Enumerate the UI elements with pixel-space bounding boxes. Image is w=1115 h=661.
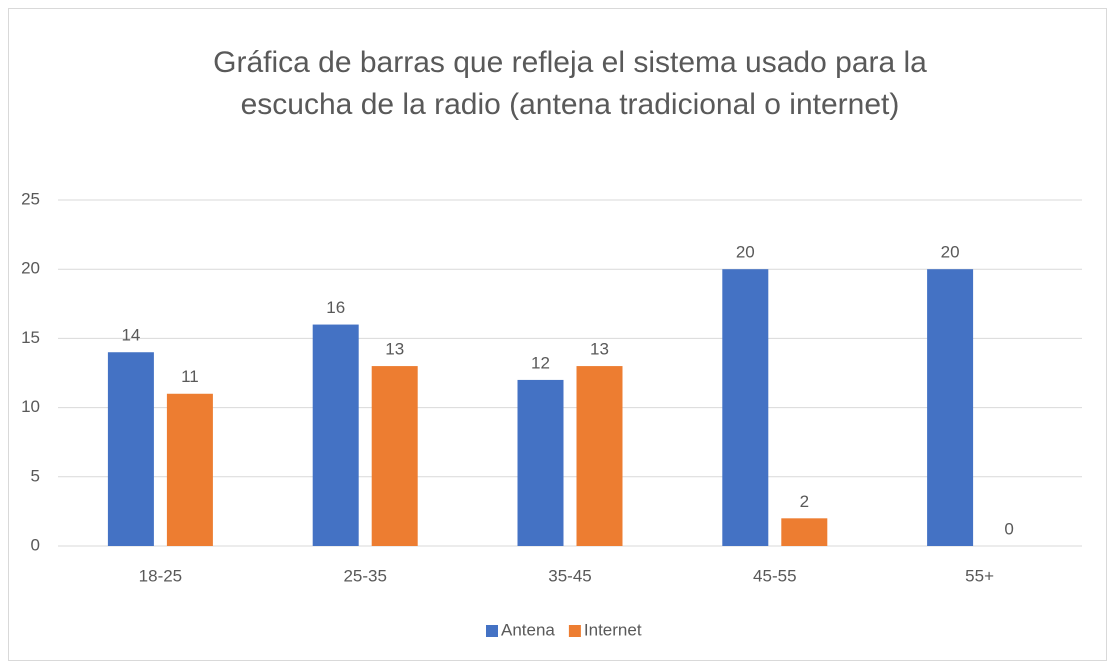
x-tick-label: 45-55 <box>753 566 796 585</box>
x-tick-label: 55+ <box>965 566 994 585</box>
data-label: 2 <box>800 492 809 511</box>
bar <box>371 366 418 546</box>
data-label: 13 <box>590 340 609 359</box>
chart-title: Gráfica de barras que refleja el sistema… <box>213 46 927 79</box>
data-label: 16 <box>326 298 345 317</box>
y-tick-label: 25 <box>21 189 40 208</box>
legend-label: Antena <box>501 620 555 639</box>
chart-title: escucha de la radio (antena tradicional … <box>241 88 900 121</box>
legend-swatch <box>486 625 498 637</box>
y-tick-label: 20 <box>21 259 40 278</box>
data-label: 11 <box>181 367 199 386</box>
data-label: 20 <box>941 243 960 262</box>
legend-swatch <box>568 625 581 637</box>
y-tick-label: 5 <box>31 466 40 485</box>
x-tick-label: 35-45 <box>548 566 591 585</box>
y-tick-label: 15 <box>21 328 40 347</box>
data-label: 0 <box>1004 519 1013 538</box>
data-label: 14 <box>121 326 140 345</box>
chart-frame <box>8 8 1107 661</box>
bar <box>107 352 154 546</box>
bar <box>517 379 564 546</box>
x-tick-label: 25-35 <box>343 566 386 585</box>
data-label: 12 <box>531 353 550 372</box>
bar <box>576 366 623 546</box>
bar <box>927 269 974 546</box>
y-tick-label: 0 <box>31 535 40 554</box>
bar <box>781 518 828 546</box>
x-tick-label: 18-25 <box>139 566 182 585</box>
y-tick-label: 10 <box>21 397 40 416</box>
bar <box>722 269 769 546</box>
data-label: 13 <box>385 340 404 359</box>
bar <box>166 393 213 546</box>
data-label: 20 <box>736 243 755 262</box>
bar <box>312 324 359 546</box>
legend-label: Internet <box>584 620 642 639</box>
